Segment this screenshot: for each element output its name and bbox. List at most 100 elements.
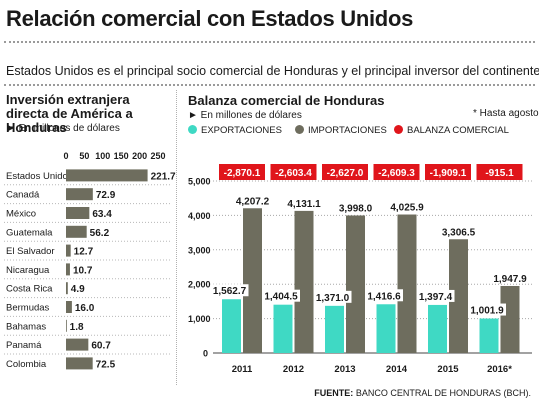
fdi-bar xyxy=(66,188,93,201)
fdi-category-label: Canadá xyxy=(6,190,40,201)
fdi-category-label: Estados Unidos xyxy=(6,171,73,182)
source-text: BANCO CENTRAL DE HONDURAS (BCH). xyxy=(355,388,531,398)
source-note: FUENTE: BANCO CENTRAL DE HONDURAS (BCH). xyxy=(314,388,531,398)
fdi-tick-label: 200 xyxy=(132,151,147,161)
fdi-category-label: Colombia xyxy=(6,359,47,370)
exports-label-backdrop xyxy=(210,284,249,297)
fdi-bar xyxy=(66,357,93,370)
balance-y-tick: 4,000 xyxy=(188,211,211,221)
balance-value-box xyxy=(270,164,317,180)
legend-balance-label: BALANZA COMERCIAL xyxy=(407,125,509,136)
exports-bar xyxy=(479,318,499,353)
exports-swatch xyxy=(188,125,197,134)
fdi-tick-label: 100 xyxy=(95,151,110,161)
imports-value-label: 4,025.9 xyxy=(390,203,424,214)
legend-exports-label: EXPORTACIONES xyxy=(201,125,282,136)
balance-value-box xyxy=(425,164,471,180)
balance-value-box xyxy=(322,164,368,180)
fdi-value-label: 56.2 xyxy=(90,228,110,239)
imports-bar xyxy=(397,214,417,353)
imports-value-label: 3,306.5 xyxy=(442,227,476,238)
panel-separator xyxy=(176,90,177,385)
legend-balance: BALANZA COMERCIAL xyxy=(394,125,509,136)
fdi-bar xyxy=(66,207,90,219)
balance-y-tick: 5,000 xyxy=(188,177,211,187)
balance-x-label: 2014 xyxy=(386,364,408,375)
fdi-value-label: 4.9 xyxy=(71,284,85,295)
imports-value-label: 4,131.1 xyxy=(287,199,321,210)
fdi-value-label: 221.7 xyxy=(151,171,176,182)
balance-value-box xyxy=(219,164,265,180)
fdi-value-label: 72.9 xyxy=(96,190,116,201)
exports-value-label: 1,397.4 xyxy=(419,292,453,303)
fdi-bar xyxy=(66,282,68,295)
exports-label-backdrop xyxy=(365,289,403,302)
fdi-bar xyxy=(66,319,67,332)
balance-y-tick: 0 xyxy=(203,349,208,359)
fdi-value-label: 12.7 xyxy=(74,247,94,258)
fdi-value-label: 16.0 xyxy=(75,303,95,314)
imports-bar xyxy=(500,285,520,353)
fdi-category-label: El Salvador xyxy=(6,246,55,257)
exports-label-backdrop xyxy=(313,290,352,303)
exports-bar xyxy=(273,304,293,353)
fdi-tick-label: 50 xyxy=(79,151,89,161)
imports-swatch xyxy=(295,125,304,134)
balance-value-label: -2,609.3 xyxy=(378,168,415,179)
balance-value-label: -1,909.1 xyxy=(430,168,467,179)
lead-paragraph: Estados Unidos es el principal socio com… xyxy=(6,64,539,78)
balance-value-label: -2,603.4 xyxy=(275,168,312,179)
balance-x-label: 2016* xyxy=(487,364,512,375)
exports-value-label: 1,371.0 xyxy=(316,293,350,304)
exports-bar xyxy=(428,304,447,353)
balance-value-label: -915.1 xyxy=(485,168,514,179)
fdi-category-label: Nicaragua xyxy=(6,265,50,276)
balance-unit-label: ► En millones de dólares xyxy=(188,110,302,121)
fdi-value-label: 60.7 xyxy=(91,341,111,352)
fdi-bar xyxy=(66,338,89,351)
page-title: Relación comercial con Estados Unidos xyxy=(6,6,414,31)
exports-value-label: 1,562.7 xyxy=(213,286,247,297)
imports-bar xyxy=(294,210,314,353)
fdi-bar-chart: 0 50 100 150 200 250 Estados Unidos 221.7 Canad… xyxy=(4,151,176,370)
balance-x-label: 2013 xyxy=(334,364,355,375)
legend-exports: EXPORTACIONES xyxy=(188,125,282,136)
fdi-category-label: Panamá xyxy=(6,340,42,351)
balance-chart-title: Balanza comercial de Honduras xyxy=(188,93,385,108)
imports-value-label: 1,947.9 xyxy=(493,274,527,285)
middle-divider xyxy=(4,84,535,86)
balance-value-label: -2,627.0 xyxy=(327,168,364,179)
fdi-tick-label: 150 xyxy=(114,151,129,161)
source-label: FUENTE: xyxy=(314,388,354,398)
imports-value-label: 4,207.2 xyxy=(236,196,270,207)
exports-bar xyxy=(325,305,344,353)
imports-bar xyxy=(243,208,262,353)
balance-value-box xyxy=(476,164,523,180)
balance-y-tick: 2,000 xyxy=(188,280,211,290)
fdi-tick-label: 250 xyxy=(150,151,165,161)
balance-y-tick: 1,000 xyxy=(188,314,211,324)
balance-value-box xyxy=(373,164,420,180)
fdi-category-label: Guatemala xyxy=(6,227,53,238)
balance-swatch xyxy=(394,125,403,134)
balance-x-label: 2015 xyxy=(437,364,459,375)
balance-x-label: 2012 xyxy=(283,364,304,375)
balance-x-label: 2011 xyxy=(232,364,253,375)
exports-bar xyxy=(376,304,396,353)
fdi-value-label: 1.8 xyxy=(70,322,84,333)
fdi-category-label: Bahamas xyxy=(6,321,46,332)
exports-label-backdrop xyxy=(468,303,506,316)
fdi-category-label: Bermudas xyxy=(6,303,50,314)
partial-year-note: * Hasta agosto xyxy=(473,108,539,119)
balance-y-tick: 3,000 xyxy=(188,245,211,255)
balance-value-label: -2,870.1 xyxy=(224,168,261,179)
exports-label-backdrop xyxy=(262,289,300,302)
exports-value-label: 1,001.9 xyxy=(470,306,504,317)
fdi-value-label: 72.5 xyxy=(96,359,116,370)
fdi-value-label: 63.4 xyxy=(92,209,112,220)
imports-bar xyxy=(449,239,468,353)
legend-imports: IMPORTACIONES xyxy=(295,125,387,136)
fdi-bar xyxy=(66,169,148,182)
fdi-bar xyxy=(66,225,87,238)
imports-bar xyxy=(346,215,365,353)
